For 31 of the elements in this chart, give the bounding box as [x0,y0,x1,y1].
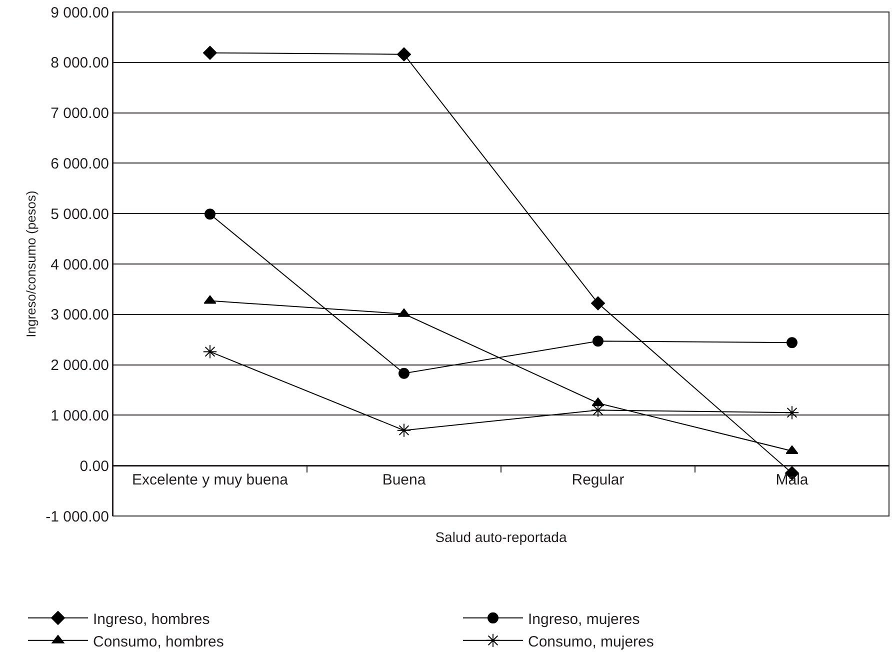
x-tick-label: Regular [572,472,624,489]
y-tick-label: 8 000.00 [50,54,109,72]
y-tick-label: 6 000.00 [50,155,109,172]
point [398,368,410,379]
x-tick-label: Mala [776,472,809,489]
x-tick-label: Buena [382,472,426,489]
point [786,337,798,348]
point [591,296,605,310]
y-tick-label: 3 000.00 [50,306,109,324]
point [397,47,411,62]
point [203,46,217,60]
legend-label: Ingreso, hombres [93,610,210,628]
point [784,406,800,420]
x-tick-label: Excelente y muy buena [132,472,289,489]
y-tick-label: 5 000.00 [50,206,109,223]
x-axis-title: Salud auto-reportada [435,528,567,545]
y-tick-label: 9 000.00 [50,4,109,22]
legend-label: Ingreso, mujeres [528,610,640,628]
y-tick-label: 0.00 [80,458,109,475]
y-tick-label: 1 000.00 [50,407,109,424]
y-tick-label: 4 000.00 [50,256,109,274]
point [202,344,218,359]
legend-label: Consumo, hombres [93,633,224,650]
point [592,336,604,347]
y-tick-label: -1 000.00 [46,508,109,526]
point [204,208,216,220]
point [396,423,412,438]
y-axis-title: Ingreso/consumo (pesos) [24,190,39,338]
legend-label: Consumo, mujeres [528,633,654,650]
y-tick-label: 2 000.00 [50,357,109,374]
y-tick-label: 7 000.00 [50,105,109,122]
